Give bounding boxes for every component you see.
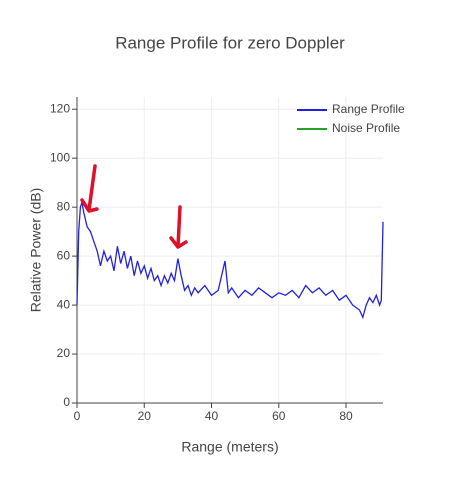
y-tick-label: 40 — [57, 297, 71, 311]
y-tick-label: 120 — [50, 101, 70, 115]
plot: 0 20 40 60 80 100 120 0 20 40 60 80 Range Profile Noi… — [50, 97, 405, 423]
series-line — [76, 202, 384, 320]
x-tick-label: 0 — [74, 409, 81, 423]
annotation-arrows — [80, 164, 188, 249]
y-axis-label: Relative Power (dB) — [28, 188, 44, 313]
x-tick-label: 80 — [339, 409, 353, 423]
x-tick-label: 40 — [205, 409, 219, 423]
arrow — [169, 205, 188, 249]
chart-title: Range Profile for zero Doppler — [115, 33, 345, 52]
y-tick-label: 20 — [57, 346, 71, 360]
y-tick-label: 100 — [50, 150, 70, 164]
arrow — [80, 164, 99, 213]
legend-label: Noise Profile — [332, 121, 400, 135]
legend-label: Range Profile — [332, 102, 405, 116]
x-axis-label: Range (meters) — [181, 439, 278, 455]
y-tick-label: 80 — [57, 199, 71, 213]
y-tick-label: 0 — [63, 395, 70, 409]
x-tick-label: 60 — [272, 409, 286, 423]
y-tick-label: 60 — [57, 248, 71, 262]
x-tick-label: 20 — [138, 409, 152, 423]
